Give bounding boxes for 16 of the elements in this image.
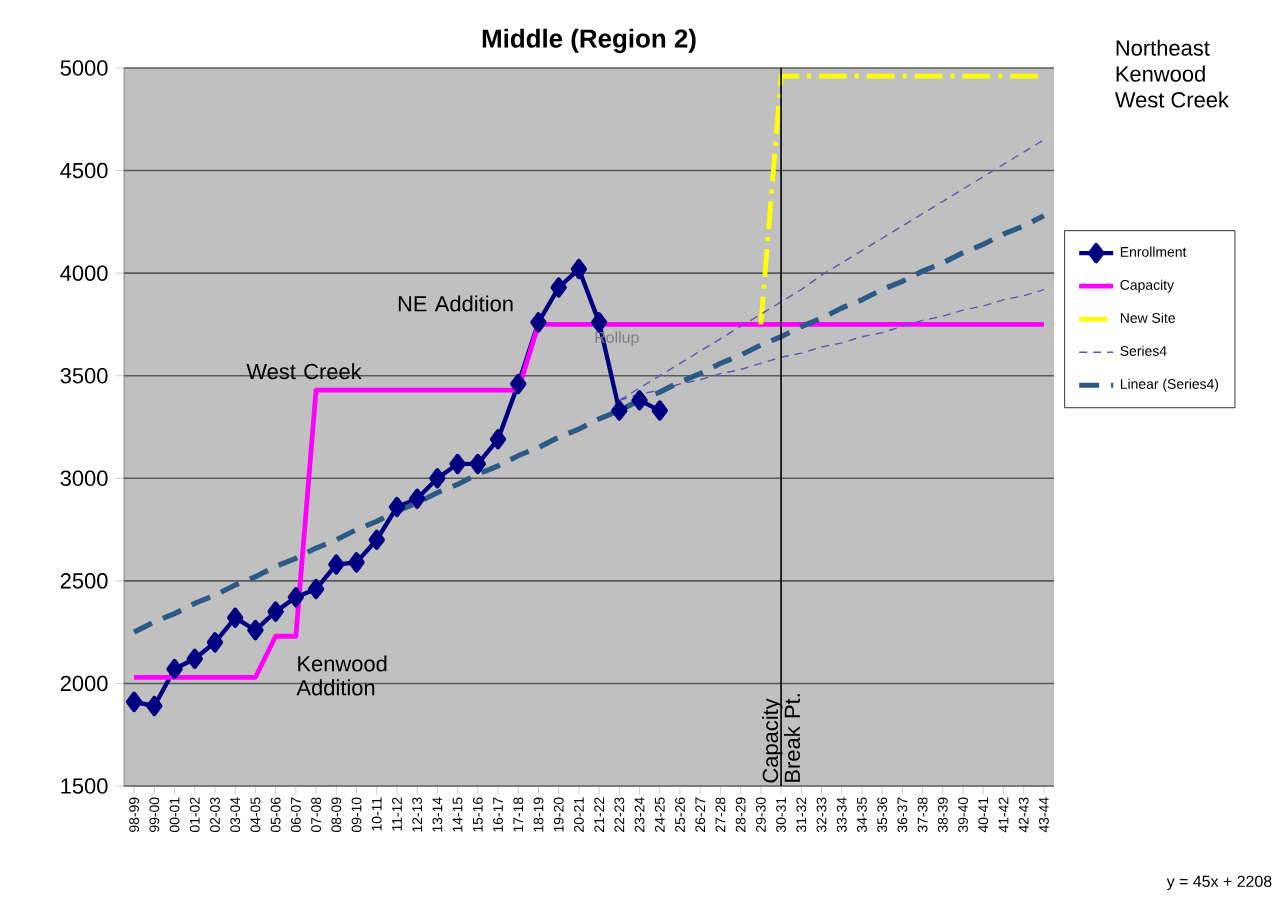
y-tick-label: 5000 — [60, 60, 108, 76]
y-tick-label: 4500 — [60, 162, 108, 179]
text: Northeast — [1116, 39, 1210, 56]
y-tick-label: 3000 — [60, 470, 108, 487]
text: Kenwood — [1116, 65, 1205, 82]
annotation: West Creek — [246, 363, 362, 380]
y-tick-label: 1500 — [61, 778, 108, 794]
annotation: Kenwood Addition — [296, 655, 387, 696]
y-tick-label: 2500 — [60, 573, 108, 589]
ref-line-label: Capacity Break Pt. — [762, 694, 801, 783]
chart-title: Middle (Region 2) — [482, 28, 696, 53]
y-tick-label: 3500 — [60, 367, 108, 384]
text: West Creek — [1114, 91, 1229, 108]
y-tick-label: 4000 — [60, 265, 108, 281]
annotation: NE Addition — [398, 295, 513, 312]
y-tick-label: 2000 — [60, 675, 108, 692]
